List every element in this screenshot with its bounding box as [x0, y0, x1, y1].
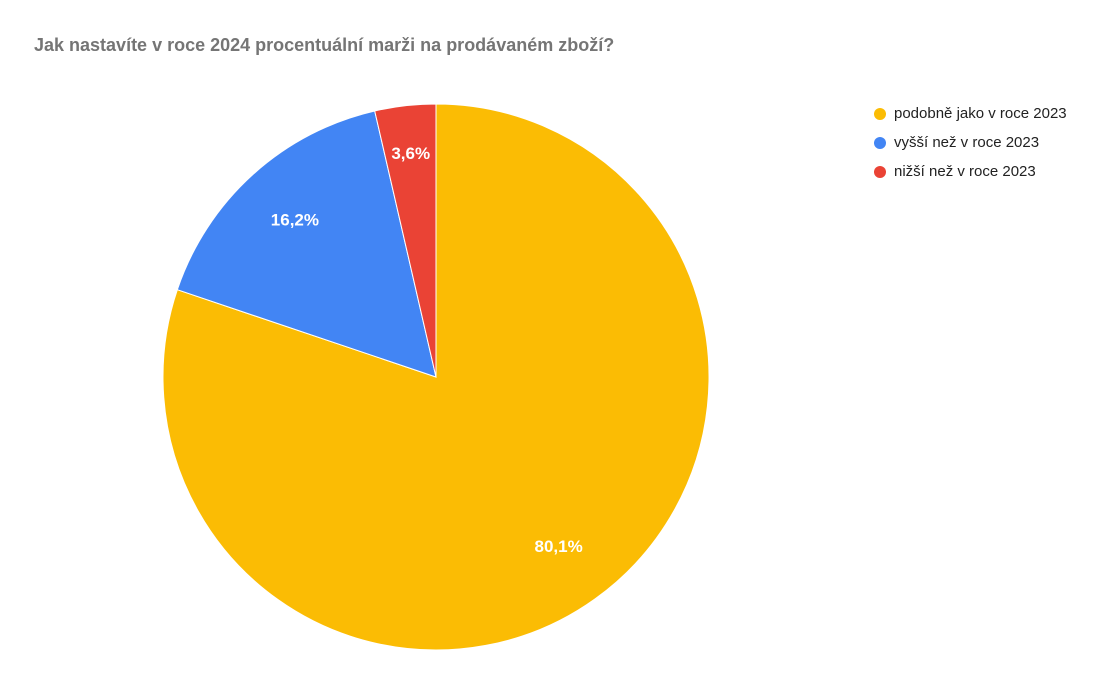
legend-marker	[874, 166, 886, 178]
pie-slice	[176, 110, 437, 378]
legend-label: nižší než v roce 2023	[894, 163, 1036, 180]
legend-label: vyšší než v roce 2023	[894, 134, 1039, 151]
data-label: 16,2%	[271, 211, 319, 230]
data-label: 80,1%	[534, 537, 582, 556]
legend-label: podobně jako v roce 2023	[894, 105, 1067, 122]
legend-marker	[874, 108, 886, 120]
chart-title: Jak nastavíte v roce 2024 procentuální m…	[34, 35, 614, 55]
pie-slice	[374, 103, 437, 378]
data-label: 3,6%	[391, 144, 430, 163]
legend-marker	[874, 137, 886, 149]
